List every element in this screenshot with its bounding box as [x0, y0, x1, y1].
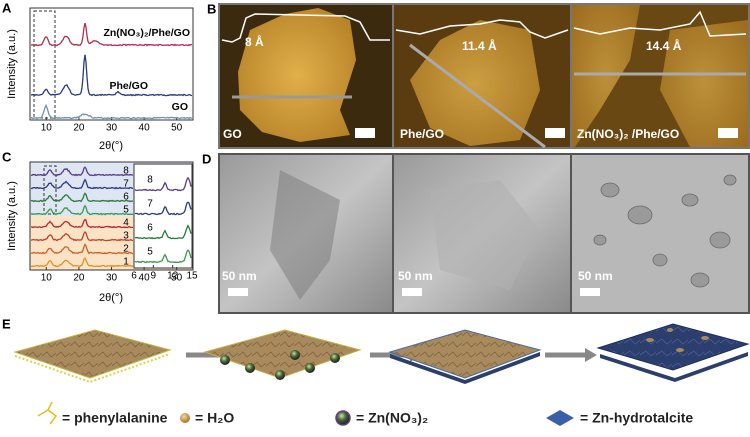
image-caption: Phe/GO: [400, 127, 444, 141]
panel-label: E: [2, 316, 11, 331]
x-tick-label: 6: [131, 271, 137, 282]
afm-image: [394, 5, 570, 149]
x-tick-label: 12: [167, 271, 179, 282]
x-tick-label: 30: [106, 273, 118, 284]
legend-label: = H₂O: [195, 410, 234, 426]
trace-label: 7: [147, 199, 153, 210]
trace-label: GO: [172, 101, 188, 113]
trace-label: 3: [123, 231, 129, 242]
highlight-box: [43, 165, 57, 215]
x-tick-label: 40: [139, 273, 151, 284]
x-tick-label: 9: [151, 271, 157, 282]
height-label: 8 Å: [245, 34, 264, 49]
tem-image: [220, 155, 392, 312]
trace-line: [30, 218, 134, 229]
height-label: 11.4 Å: [462, 38, 497, 53]
scale-bar-label: 50 nm: [222, 269, 257, 283]
x-tick-label: 10: [41, 123, 53, 134]
trace-line: [30, 103, 192, 120]
tem-image: [394, 155, 570, 312]
panel-label: D: [202, 151, 211, 166]
trace-label: Phe/GO: [109, 80, 148, 92]
trace-line: [30, 54, 193, 97]
x-tick-label: 15: [186, 271, 198, 282]
trace-label: Zn(NO₃)₂/Phe/GO: [103, 27, 190, 39]
legend-label: = Zn-hydrotalcite: [580, 410, 693, 426]
x-tick-label: 50: [171, 273, 183, 284]
trace-line: [30, 230, 134, 242]
trace-label: 7: [123, 179, 129, 190]
schematic: [13, 323, 750, 426]
trace-label: 2: [123, 244, 129, 255]
trace-label: 6: [123, 192, 129, 203]
scale-bar-label: 50 nm: [578, 269, 613, 283]
trace-label: 4: [123, 218, 129, 229]
afm-image: [220, 5, 392, 147]
trace-line: [134, 249, 192, 264]
trace-label: 6: [147, 223, 153, 234]
trace-line: [30, 242, 134, 255]
y-axis-label: Intensity (a.u.): [6, 29, 18, 99]
x-tick-label: 10: [41, 273, 53, 284]
trace-line: [134, 176, 192, 192]
tem-image: [572, 155, 748, 312]
trace-label: 1: [123, 257, 129, 268]
x-axis-label: 2θ(°): [99, 140, 123, 152]
panel-label: A: [2, 0, 12, 15]
inset-frame: [133, 163, 193, 269]
trace-label: 8: [147, 175, 153, 186]
trace-line: [30, 204, 133, 216]
image-caption: Zn(NO₃)₂ /Phe/GO: [577, 127, 679, 141]
image-caption: GO: [223, 127, 242, 141]
plot-frame: [29, 7, 194, 121]
x-tick-label: 20: [73, 273, 85, 284]
trace-line: [135, 201, 192, 216]
x-tick-label: 20: [73, 123, 85, 134]
trace-line: [30, 23, 193, 47]
scale-bar-label: 50 nm: [398, 269, 433, 283]
trace-line: [30, 166, 134, 177]
x-tick-label: 40: [139, 123, 151, 134]
highlight-box: [33, 10, 56, 119]
x-axis-label: 2θ(°): [99, 292, 123, 304]
trace-line: [30, 257, 134, 268]
trace-label: 8: [123, 166, 129, 177]
panel-label: C: [2, 149, 12, 164]
y-axis-label: Intensity (a.u.): [6, 181, 18, 251]
panel-label: B: [207, 1, 216, 16]
height-label: 14.4 Å: [646, 38, 682, 53]
afm-image: [572, 5, 748, 147]
trace-line: [30, 192, 133, 203]
trace-line: [30, 178, 134, 190]
legend-label: = Zn(NO₃)₂: [356, 410, 428, 426]
x-tick-label: 50: [171, 123, 183, 134]
trace-label: 5: [147, 247, 153, 258]
legend-label: = phenylalanine: [62, 410, 168, 426]
x-tick-label: 30: [106, 123, 118, 134]
trace-line: [134, 224, 192, 240]
trace-label: 5: [123, 205, 129, 216]
